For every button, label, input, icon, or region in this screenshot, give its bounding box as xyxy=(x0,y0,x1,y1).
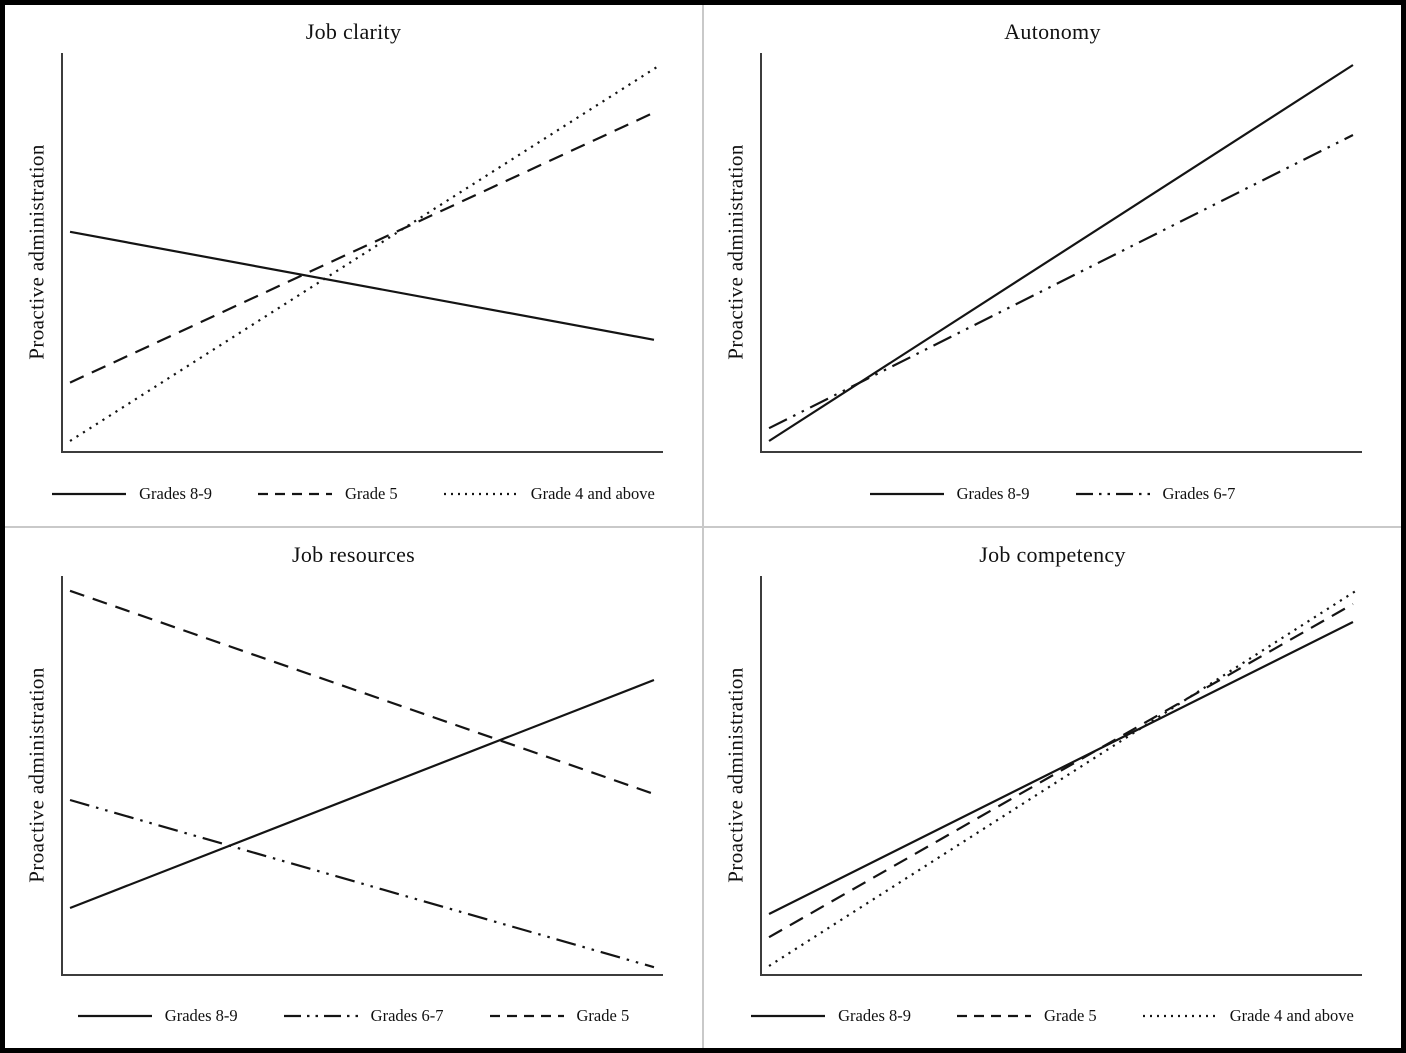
legend-item: Grade 5 xyxy=(957,1006,1097,1026)
legend-label: Grades 6-7 xyxy=(1162,483,1236,503)
panel-job-resources: Job resources Proactive administration G… xyxy=(5,527,702,1048)
legend: Grades 8-9 Grades 6-7 Grade 5 xyxy=(5,1006,702,1026)
legend-item: Grade 5 xyxy=(489,1006,630,1026)
legend-item: Grade 4 and above xyxy=(1142,1006,1354,1026)
legend-label: Grades 8-9 xyxy=(139,483,212,503)
series-line-dashdotdot xyxy=(69,798,655,968)
series-line-solid xyxy=(768,620,1354,915)
plot-area xyxy=(61,53,663,453)
legend-label: Grade 4 and above xyxy=(1229,1006,1354,1025)
legend-line-sample-solid xyxy=(869,492,944,495)
plot-area xyxy=(61,575,663,976)
legend-line-sample-dashdotdot xyxy=(1075,492,1150,495)
legend-label: Grade 5 xyxy=(1044,1006,1097,1025)
series-line-solid xyxy=(69,230,655,341)
y-axis-label: Proactive administration xyxy=(24,666,49,883)
plot-area xyxy=(760,53,1362,453)
legend-item: Grades 6-7 xyxy=(283,1006,444,1026)
panel-autonomy: Autonomy Proactive administration Grades… xyxy=(704,5,1401,526)
series-line-dashed xyxy=(69,111,655,384)
chart-canvas xyxy=(61,575,663,976)
legend-label: Grades 6-7 xyxy=(370,1006,444,1025)
chart-canvas xyxy=(760,575,1362,976)
plot-area xyxy=(760,575,1362,976)
legend-label: Grades 8-9 xyxy=(956,483,1030,503)
panel-job-clarity: Job clarity Proactive administration Gra… xyxy=(5,5,702,526)
series-line-dashed xyxy=(69,589,655,795)
legend-line-sample-dashdotdot xyxy=(283,1014,358,1018)
legend-label: Grade 4 and above xyxy=(530,483,655,503)
legend-line-sample-solid xyxy=(751,1014,826,1018)
legend-line-sample-dashed xyxy=(258,492,332,495)
legend-line-sample-dashed xyxy=(957,1014,1031,1018)
legend-line-sample-dashed xyxy=(489,1014,564,1018)
legend-item: Grade 5 xyxy=(258,484,398,504)
legend-line-sample-solid xyxy=(52,492,127,495)
legend-item: Grades 8-9 xyxy=(751,1006,911,1026)
legend: Grades 8-9 Grade 5 Grade 4 and above xyxy=(5,484,702,504)
series-line-solid xyxy=(69,678,655,909)
chart-title: Autonomy xyxy=(1004,19,1101,44)
legend: Grades 8-9 Grades 6-7 xyxy=(704,484,1401,504)
series-line-dashdotdot xyxy=(768,134,1354,430)
legend-line-sample-dotted xyxy=(1142,1014,1217,1018)
legend-label: Grades 8-9 xyxy=(838,1006,911,1025)
legend-label: Grade 5 xyxy=(576,1006,630,1025)
legend-line-sample-solid xyxy=(77,1014,152,1018)
chart-title: Job resources xyxy=(291,541,416,567)
chart-canvas xyxy=(760,53,1362,453)
legend: Grades 8-9 Grade 5 Grade 4 and above xyxy=(704,1006,1401,1026)
y-axis-label: Proactive administration xyxy=(24,144,49,360)
series-line-dotted xyxy=(768,589,1357,967)
series-line-dashed xyxy=(768,602,1354,938)
legend-line-sample-dotted xyxy=(443,492,518,495)
legend-label: Grade 5 xyxy=(345,483,398,503)
y-axis-label: Proactive administration xyxy=(723,666,748,883)
legend-item: Grades 6-7 xyxy=(1075,483,1236,504)
series-line-dotted xyxy=(69,66,658,442)
chart-title: Job clarity xyxy=(305,19,402,44)
y-axis-label: Proactive administration xyxy=(723,144,748,360)
chart-title: Job competency xyxy=(979,541,1126,567)
legend-item: Grades 8-9 xyxy=(869,483,1030,504)
legend-item: Grades 8-9 xyxy=(52,484,212,504)
legend-item: Grades 8-9 xyxy=(77,1006,238,1026)
chart-canvas xyxy=(61,53,663,453)
legend-label: Grades 8-9 xyxy=(164,1006,238,1025)
legend-item: Grade 4 and above xyxy=(443,483,655,504)
panel-job-competency: Job competency Proactive administration … xyxy=(704,527,1401,1048)
